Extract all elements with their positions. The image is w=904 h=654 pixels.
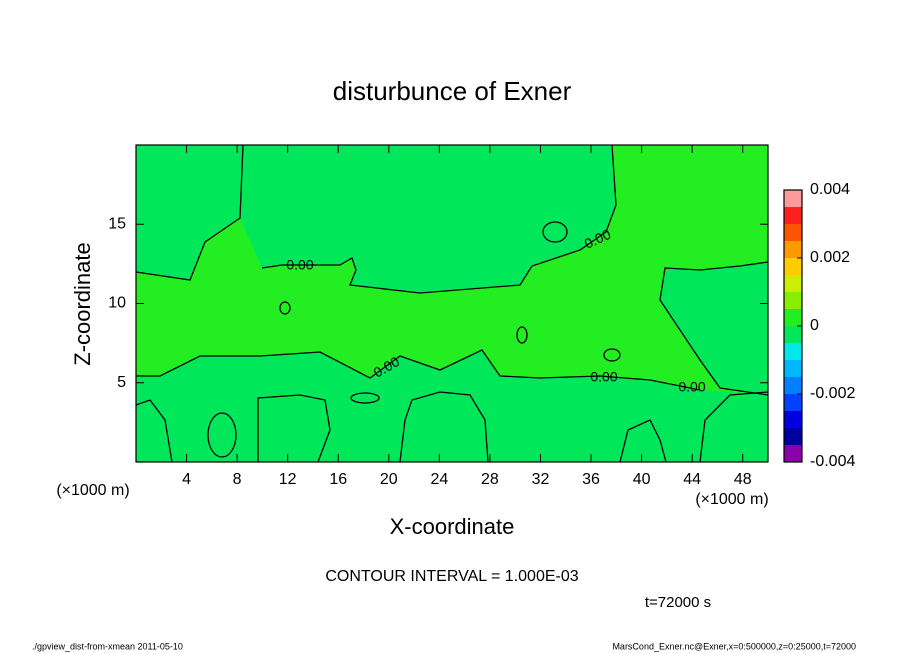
positive-region	[136, 145, 768, 462]
footer-left: ./gpview_dist-from-xmean 2011-05-10	[32, 641, 183, 651]
contour-label: 0.00	[590, 369, 617, 385]
x-axis-label: X-coordinate	[390, 514, 515, 539]
x-tick-label: 48	[734, 471, 752, 488]
y-axis-label: Z-coordinate	[70, 242, 95, 366]
x-tick-label: 32	[532, 471, 550, 488]
x-tick-label: 4	[182, 471, 191, 488]
colorbar-tick-label: 0.004	[810, 181, 850, 198]
annotation: CONTOUR INTERVAL = 1.000E-03	[325, 568, 578, 585]
y-tick-label: 5	[117, 374, 126, 391]
footer-right: MarsCond_Exner.nc@Exner,x=0:500000,z=0:2…	[612, 641, 856, 651]
colorbar-band	[784, 207, 802, 224]
chart-title: disturbunce of Exner	[333, 76, 572, 106]
colorbar-band	[784, 445, 802, 462]
colorbar-band	[784, 241, 802, 258]
contour-line	[516, 326, 528, 344]
colorbar-band	[784, 258, 802, 275]
contour-line	[542, 221, 568, 243]
x-tick-label: 8	[233, 471, 242, 488]
colorbar-tick-label: 0.002	[810, 249, 850, 266]
contour-line	[699, 391, 769, 463]
contour-line	[279, 301, 291, 315]
colorbar-band	[784, 377, 802, 394]
colorbar-band	[784, 411, 802, 428]
contour-line	[135, 144, 244, 281]
colorbar-tick-label: -0.004	[810, 453, 855, 470]
colorbar-band	[784, 224, 802, 241]
time-label: t=72000 s	[645, 594, 711, 611]
contour-line	[350, 392, 380, 404]
x-tick-label: 36	[582, 471, 600, 488]
plot-frame	[135, 144, 769, 463]
y-tick-label: 15	[108, 215, 126, 232]
colorbar-band	[784, 309, 802, 326]
contour-line	[261, 144, 617, 294]
colorbar-tick-label: 0	[810, 317, 819, 334]
x-tick-label: 20	[380, 471, 398, 488]
x-tick-label: 44	[683, 471, 701, 488]
contour-line	[257, 394, 331, 463]
contour-line	[399, 391, 489, 463]
contour-lines	[135, 144, 769, 463]
colorbar-band	[784, 428, 802, 445]
x-unit: (×1000 m)	[695, 491, 768, 508]
contour-line	[207, 412, 237, 458]
colorbar-band	[784, 326, 802, 343]
colorbar-band	[784, 292, 802, 309]
contour-field: 0.000.000.00 0.000.00	[135, 144, 769, 463]
contour-line	[603, 348, 621, 362]
colorbar-frame	[783, 189, 803, 463]
x-tick-label: 40	[633, 471, 651, 488]
colorbar-band	[784, 360, 802, 377]
contour-line	[135, 399, 173, 463]
y-unit: (×1000 m)	[56, 482, 129, 499]
colorbar-tick-label: -0.002	[810, 385, 855, 402]
y-tick-label: 10	[108, 295, 126, 312]
x-tick-label: 12	[279, 471, 297, 488]
colorbar-band	[784, 190, 802, 207]
contour-line	[136, 349, 701, 391]
contour-line	[659, 261, 769, 396]
contour-label: 0.00	[286, 257, 313, 273]
colorbar-band	[784, 343, 802, 360]
colorbar-band	[784, 275, 802, 292]
x-tick-label: 24	[430, 471, 448, 488]
contour-label: 0.00	[678, 379, 705, 395]
x-tick-label: 16	[329, 471, 347, 488]
colorbar-band	[784, 394, 802, 411]
contour-line	[619, 419, 667, 463]
x-tick-label: 28	[481, 471, 499, 488]
